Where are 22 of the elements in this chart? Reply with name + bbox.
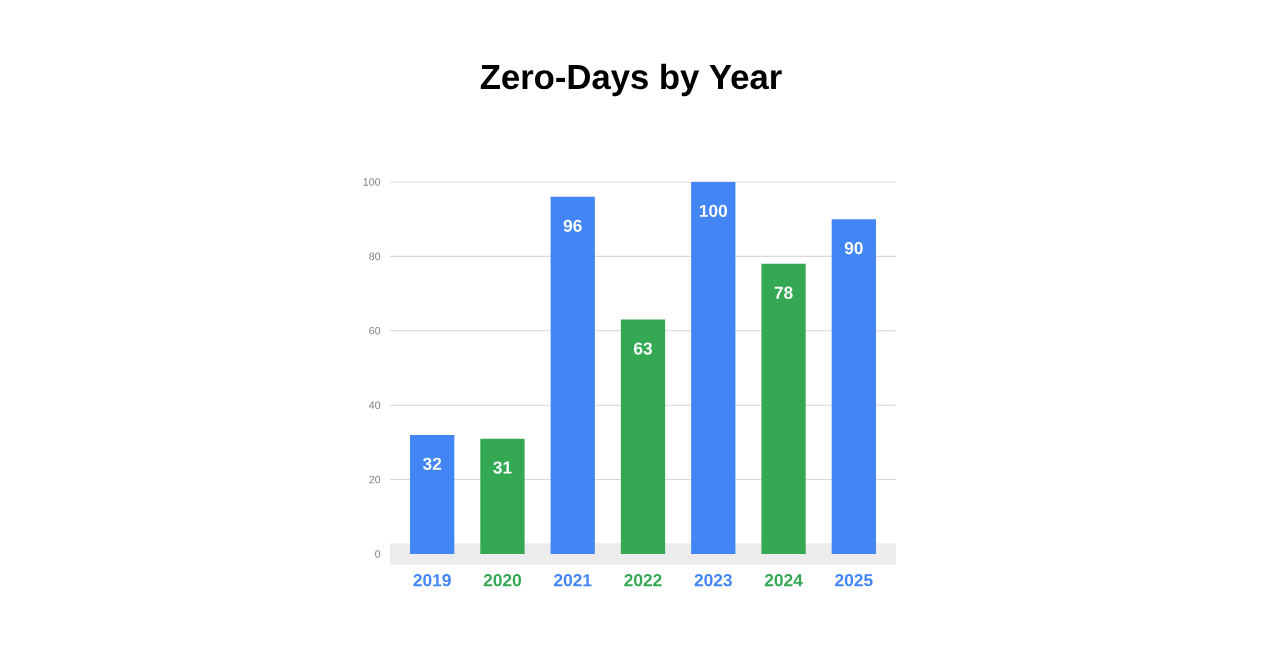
data-label: 31	[493, 461, 512, 474]
x-tick-label: 2020	[483, 574, 521, 587]
x-tick-label: 2024	[764, 574, 803, 587]
bar	[691, 181, 736, 554]
data-label: 78	[774, 286, 793, 299]
chart-title: Zero-Days by Year	[480, 63, 782, 97]
data-label: 32	[422, 457, 442, 470]
x-tick-label: 2021	[554, 574, 592, 587]
x-tick-label: 2019	[413, 574, 451, 587]
data-label: 100	[699, 204, 727, 217]
x-tick-label: 2025	[835, 574, 873, 587]
bar	[761, 263, 806, 554]
data-label: 96	[563, 219, 582, 232]
bar	[831, 219, 876, 554]
x-tick-label: 2022	[624, 574, 662, 587]
bar	[410, 434, 455, 554]
data-label: 63	[633, 342, 652, 355]
bar	[550, 196, 595, 554]
bar	[480, 438, 525, 554]
data-label: 90	[844, 241, 863, 255]
x-tick-label: 2023	[694, 574, 732, 587]
bar	[620, 319, 666, 554]
